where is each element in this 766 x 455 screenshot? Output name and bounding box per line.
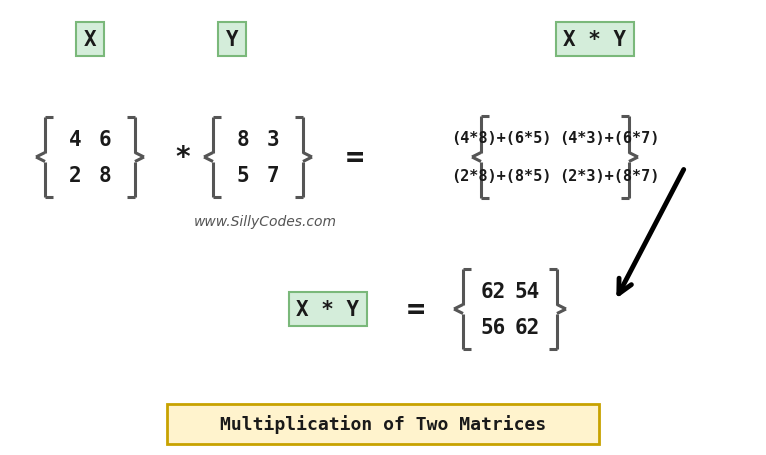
Text: X * Y: X * Y	[564, 30, 627, 50]
Text: 4: 4	[69, 130, 81, 150]
Text: (4*8)+(6*5): (4*8)+(6*5)	[451, 131, 552, 146]
Text: (4*3)+(6*7): (4*3)+(6*7)	[559, 131, 660, 146]
Text: www.SillyCodes.com: www.SillyCodes.com	[194, 214, 336, 228]
FancyBboxPatch shape	[167, 404, 599, 444]
Text: 62: 62	[480, 281, 506, 301]
Text: (2*3)+(8*7): (2*3)+(8*7)	[559, 169, 660, 184]
Text: 2: 2	[69, 166, 81, 186]
Text: Y: Y	[226, 30, 238, 50]
Text: 3: 3	[267, 130, 280, 150]
Text: =: =	[345, 143, 364, 172]
Text: =: =	[407, 295, 425, 324]
Text: 6: 6	[99, 130, 111, 150]
Text: 56: 56	[480, 317, 506, 337]
Text: X: X	[83, 30, 97, 50]
Text: 54: 54	[515, 281, 539, 301]
Text: Multiplication of Two Matrices: Multiplication of Two Matrices	[220, 415, 546, 434]
Text: 8: 8	[237, 130, 249, 150]
Text: (2*8)+(8*5): (2*8)+(8*5)	[451, 169, 552, 184]
Text: 5: 5	[237, 166, 249, 186]
Text: 7: 7	[267, 166, 280, 186]
Text: X * Y: X * Y	[296, 299, 359, 319]
Text: *: *	[175, 144, 192, 172]
Text: 62: 62	[515, 317, 539, 337]
Text: 8: 8	[99, 166, 111, 186]
